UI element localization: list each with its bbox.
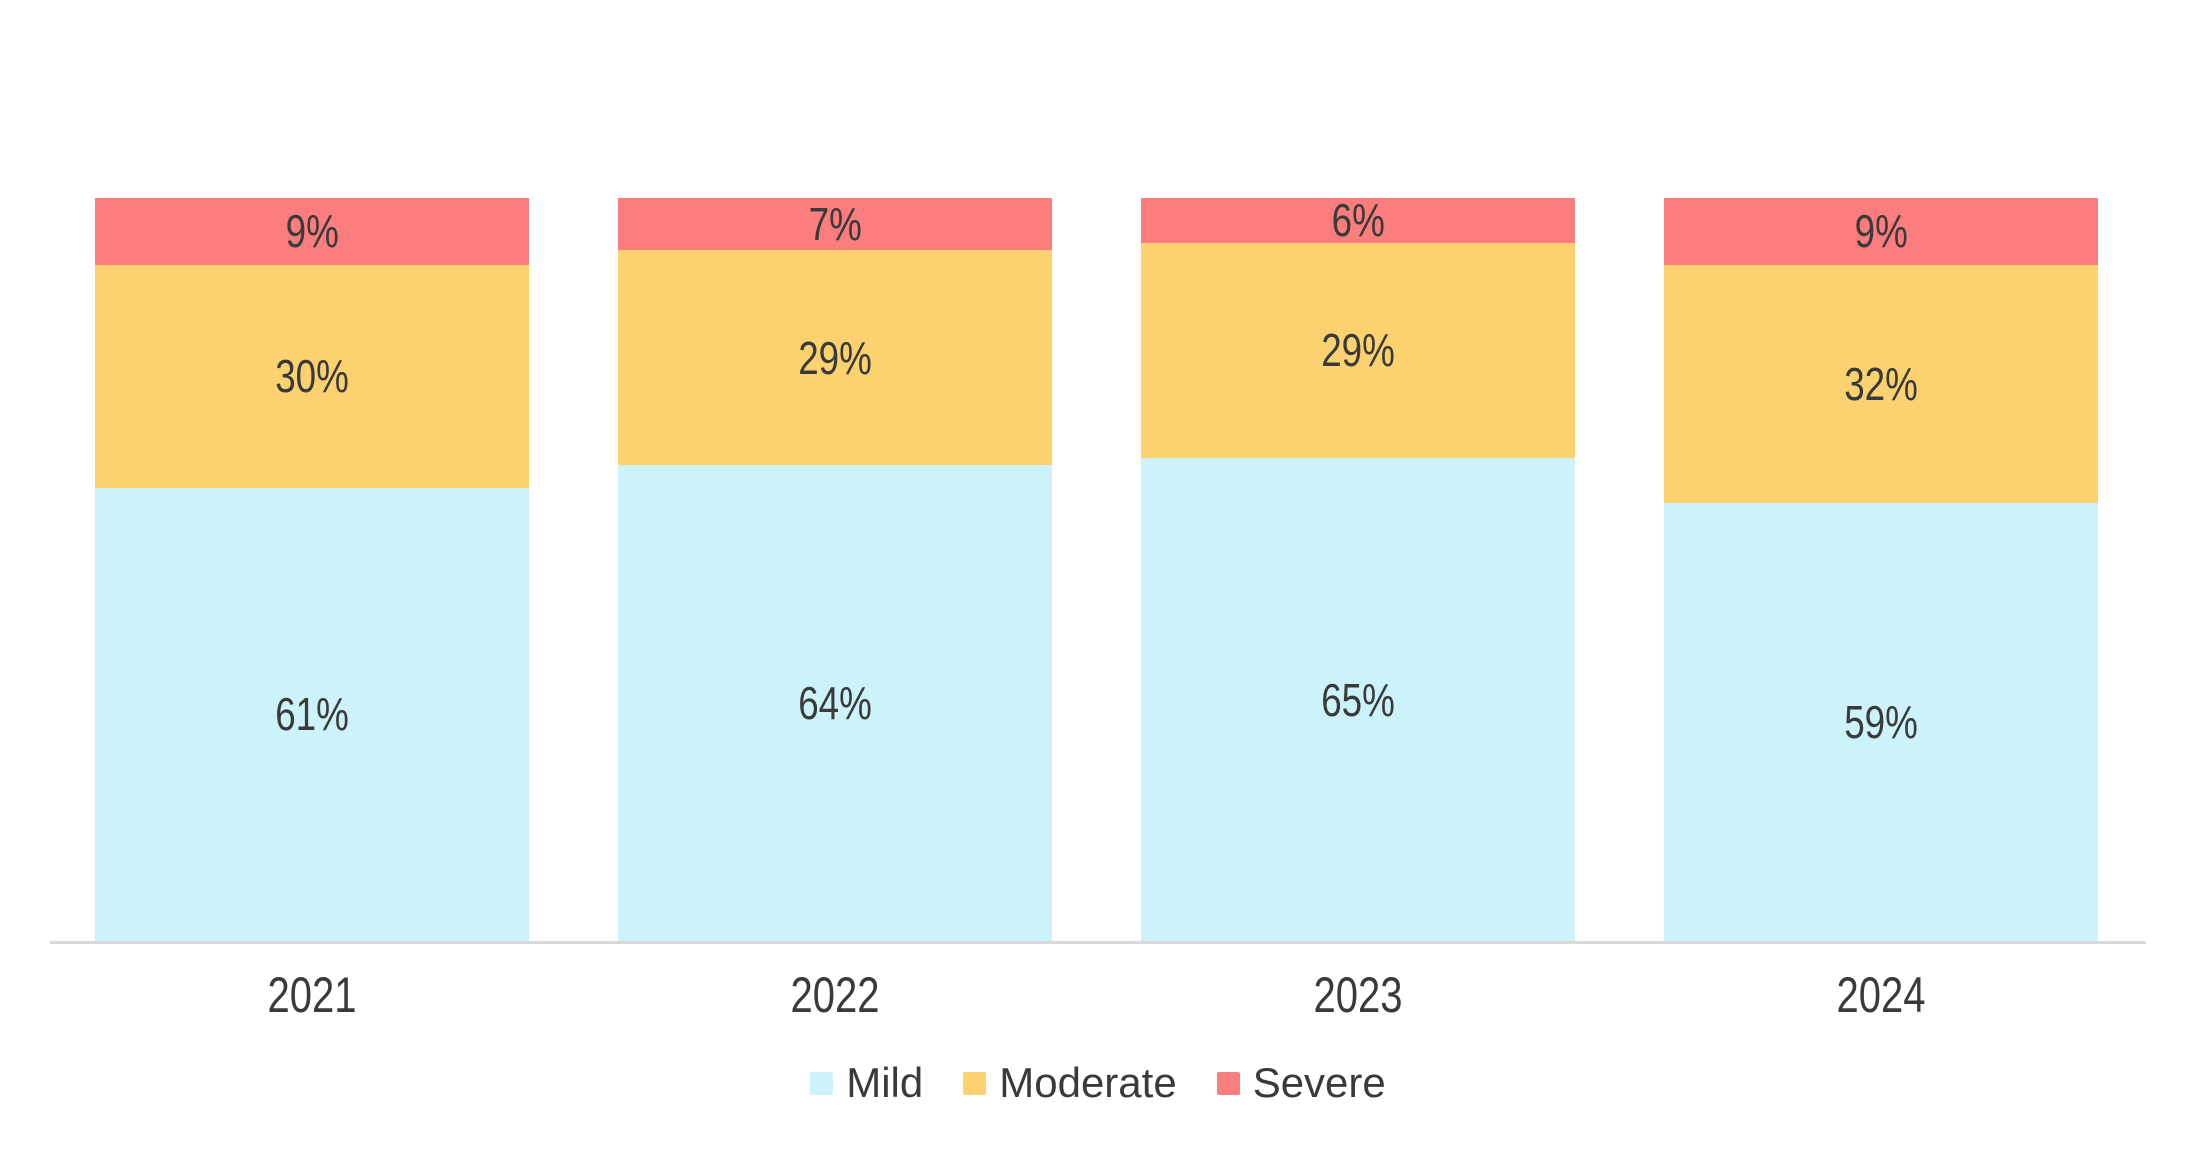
segment-moderate-2021: 30% [95, 264, 529, 488]
segment-mild-2021: 61% [95, 487, 529, 941]
x-axis-label-2022: 2022 [790, 967, 880, 1023]
segment-moderate-2022: 29% [618, 250, 1052, 466]
bar-2024: 9% 32% 59% [1664, 198, 2098, 941]
x-axis-label-2024: 2024 [1836, 967, 1926, 1023]
segment-value-label: 7% [808, 198, 862, 250]
legend-label-moderate: Moderate [999, 1059, 1177, 1106]
segment-value-label: 6% [1331, 194, 1385, 247]
bar-2021: 9% 30% 61% [95, 198, 529, 941]
segment-value-label: 29% [1321, 324, 1395, 377]
segment-mild-2024: 59% [1664, 502, 2098, 941]
segment-value-label: 29% [798, 331, 872, 384]
segment-value-label: 61% [275, 688, 349, 741]
segment-severe-2023: 6% [1141, 194, 1575, 247]
legend-label-severe: Severe [1252, 1059, 1386, 1106]
segment-value-label: 9% [285, 205, 339, 258]
segment-moderate-2024: 32% [1664, 264, 2098, 503]
segment-severe-2022: 7% [618, 198, 1052, 250]
segment-severe-2021: 9% [95, 198, 529, 265]
x-axis-label-2023: 2023 [1313, 967, 1403, 1023]
legend-swatch-moderate [963, 1071, 987, 1095]
bar-2023: 6% 29% 65% [1141, 194, 1575, 941]
legend-item-moderate: Moderate [963, 1059, 1177, 1106]
segment-value-label: 64% [798, 677, 872, 730]
segment-mild-2023: 65% [1141, 458, 1575, 941]
x-axis-label-2021: 2021 [267, 967, 357, 1023]
legend: Mild Moderate Severe [0, 1062, 2196, 1104]
segment-mild-2022: 64% [618, 465, 1052, 941]
segment-moderate-2023: 29% [1141, 242, 1575, 459]
legend-item-mild: Mild [810, 1062, 923, 1104]
legend-swatch-severe [1216, 1071, 1240, 1095]
bar-2022: 7% 29% 64% [618, 198, 1052, 941]
segment-value-label: 9% [1854, 205, 1908, 258]
segment-value-label: 59% [1844, 695, 1918, 748]
legend-swatch-mild [810, 1071, 834, 1095]
legend-item-severe: Severe [1216, 1059, 1386, 1106]
segment-value-label: 32% [1844, 357, 1918, 410]
segment-value-label: 30% [275, 350, 349, 403]
x-axis-line [50, 941, 2146, 944]
legend-label-mild: Mild [846, 1059, 924, 1106]
segment-value-label: 65% [1321, 673, 1395, 726]
segment-severe-2024: 9% [1664, 198, 2098, 265]
